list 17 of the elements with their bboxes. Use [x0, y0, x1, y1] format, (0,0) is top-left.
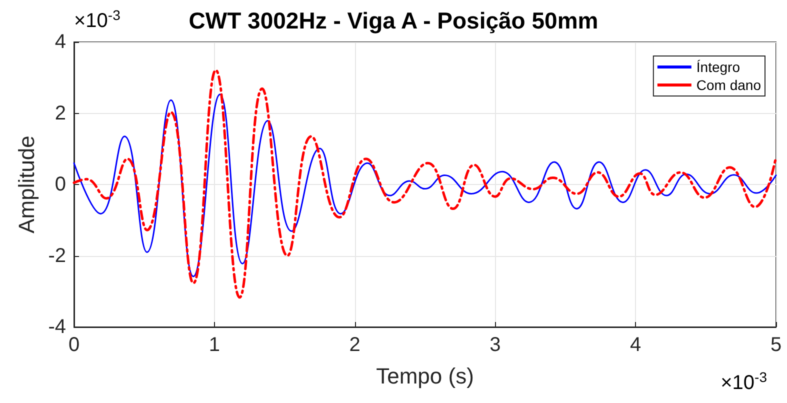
y-tick-label: -4 — [48, 316, 66, 338]
x-tick-label: 1 — [208, 334, 220, 356]
x-tick-label: 0 — [68, 334, 80, 356]
chart-title: CWT 3002Hz - Viga A - Posição 50mm — [188, 8, 598, 34]
x-tick-label: 5 — [770, 334, 782, 356]
x-tick-label: 3 — [490, 334, 501, 356]
y-tick-label: 2 — [54, 102, 66, 124]
y-tick-label: -2 — [48, 244, 66, 267]
line-series — [73, 94, 777, 278]
y-axis-title: Amplitude — [14, 136, 39, 234]
legend-label: Íntegro — [696, 59, 740, 75]
y-tick-label: 4 — [54, 31, 66, 53]
x-axis-title: Tempo (s) — [376, 364, 474, 388]
legend-label: Com dano — [696, 77, 762, 93]
x-tick-label: 4 — [630, 334, 642, 356]
y-tick-label: 0 — [54, 174, 66, 196]
x-tick-label: 2 — [349, 334, 360, 356]
